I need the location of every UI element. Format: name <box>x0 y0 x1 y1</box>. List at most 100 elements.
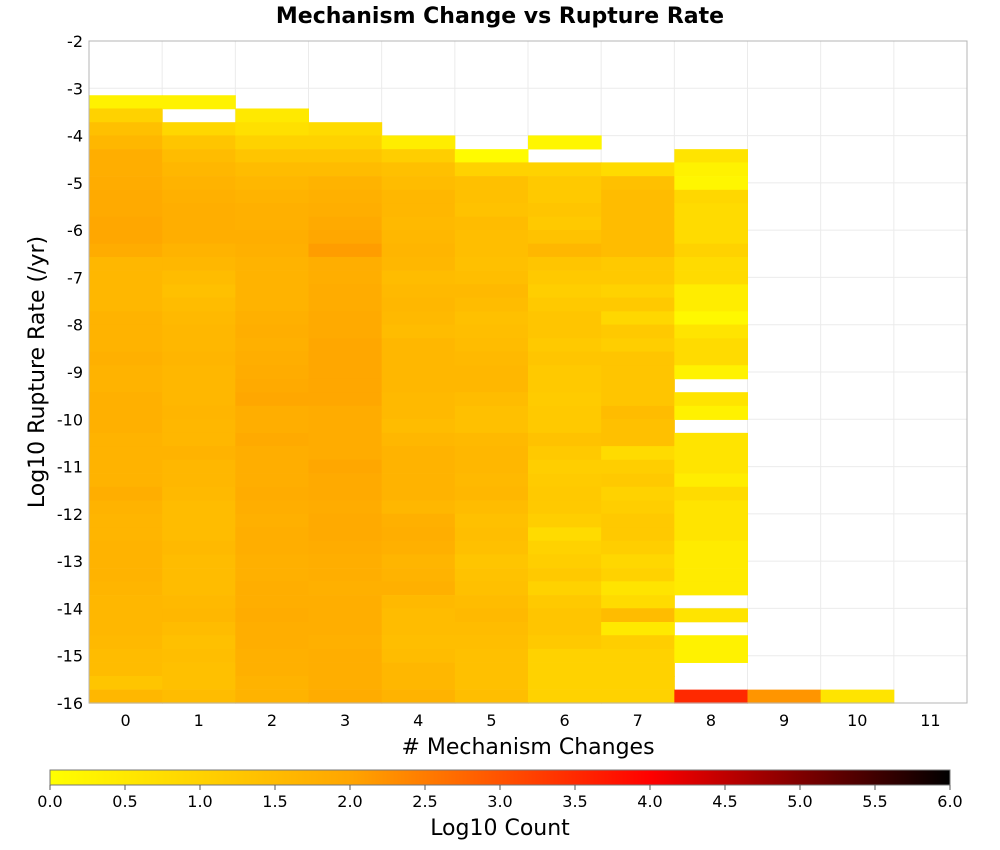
heatmap-cell <box>162 459 236 474</box>
heatmap-cell <box>381 459 456 474</box>
heatmap-cell <box>89 176 163 191</box>
heatmap-cell <box>89 311 163 326</box>
heatmap-cell <box>235 392 309 407</box>
heatmap-cell <box>162 608 236 623</box>
heatmap-cell <box>162 595 236 610</box>
heatmap-cell <box>528 527 602 542</box>
heatmap-cell <box>381 189 456 204</box>
heatmap-cell <box>674 284 748 299</box>
heatmap-cell <box>528 176 602 191</box>
heatmap-cell <box>381 256 456 271</box>
heatmap-cell <box>528 311 602 326</box>
heatmap-cell <box>381 513 456 528</box>
heatmap-cell <box>162 243 236 258</box>
x-tick-label: 9 <box>779 711 789 730</box>
heatmap-cell <box>89 297 163 312</box>
heatmap-cell <box>235 216 309 231</box>
colorbar-tick-label: 3.0 <box>487 792 512 811</box>
heatmap-cell <box>162 270 236 285</box>
heatmap-cell <box>162 176 236 191</box>
heatmap-cell <box>601 162 675 177</box>
heatmap-cell <box>235 365 309 380</box>
heatmap-cell <box>674 189 748 204</box>
heatmap-cell <box>162 432 236 447</box>
heatmap-cell <box>162 230 236 245</box>
heatmap-cell <box>381 554 456 569</box>
heatmap-cell <box>162 675 236 690</box>
heatmap-cell <box>601 595 675 610</box>
x-tick-label: 5 <box>486 711 496 730</box>
colorbar-label: Log10 Count <box>430 816 570 841</box>
heatmap-cell <box>89 256 163 271</box>
heatmap-cell <box>381 432 456 447</box>
heatmap-cell <box>89 338 163 353</box>
heatmap-cell <box>89 216 163 231</box>
heatmap-cell <box>162 419 236 434</box>
heatmap-cell <box>381 419 456 434</box>
heatmap-cell <box>601 378 675 393</box>
heatmap-cell <box>601 297 675 312</box>
heatmap-cell <box>89 108 163 123</box>
heatmap-cell <box>89 608 163 623</box>
heatmap-cell <box>162 621 236 637</box>
x-tick-label: 6 <box>559 711 569 730</box>
heatmap-cell <box>528 540 602 555</box>
heatmap-cell <box>235 203 309 218</box>
heatmap-cell <box>89 675 163 690</box>
heatmap-cell <box>308 338 383 353</box>
heatmap-cell <box>308 581 383 596</box>
heatmap-cell <box>528 446 602 461</box>
heatmap-cell <box>308 446 383 461</box>
heatmap-cell <box>454 162 529 177</box>
heatmap-cell <box>381 230 456 245</box>
heatmap-cell <box>528 216 602 231</box>
colorbar-ticks: 0.0 0.5 1.0 1.5 2.0 2.5 3.0 3.5 4.0 4.5 5.0 5.5 6.0 <box>37 785 963 811</box>
heatmap-cell <box>308 459 383 474</box>
heatmap-cell <box>454 405 529 420</box>
heatmap-cell <box>601 581 675 596</box>
heatmap-cell <box>601 689 675 704</box>
heatmap-cell <box>89 243 163 258</box>
heatmap-cell <box>528 135 602 150</box>
heatmap-cell <box>89 95 163 110</box>
heatmap-cell <box>454 189 529 204</box>
heatmap-cell <box>89 270 163 285</box>
heatmap-cell <box>381 311 456 326</box>
heatmap-cell <box>235 419 309 434</box>
chart-title: Mechanism Change vs Rupture Rate <box>276 4 724 29</box>
heatmap-cell <box>381 135 456 150</box>
heatmap-cell <box>674 176 748 191</box>
heatmap-cell <box>674 256 748 271</box>
heatmap-cell <box>601 486 675 501</box>
heatmap-cell <box>89 419 163 434</box>
heatmap-cell <box>308 270 383 285</box>
heatmap-cell <box>601 513 675 528</box>
heatmap-cell <box>454 176 529 191</box>
colorbar-tick-label: 6.0 <box>937 792 962 811</box>
x-tick-label: 3 <box>340 711 350 730</box>
heatmap-cell <box>528 419 602 434</box>
heatmap-cell <box>454 608 529 623</box>
heatmap-cell <box>308 608 383 623</box>
heatmap-cell <box>162 689 236 704</box>
heatmap-cell <box>235 270 309 285</box>
x-tick-label: 4 <box>413 711 423 730</box>
heatmap-cell <box>454 527 529 542</box>
heatmap-cell <box>454 459 529 474</box>
heatmap-cell <box>162 122 236 137</box>
heatmap-cell <box>381 473 456 488</box>
heatmap-cell <box>235 176 309 191</box>
heatmap-cell <box>528 500 602 515</box>
heatmap-cell <box>308 527 383 542</box>
heatmap-cell <box>674 270 748 285</box>
heatmap-cell <box>674 689 748 704</box>
heatmap-cell <box>162 581 236 596</box>
heatmap-cell <box>601 365 675 380</box>
heatmap-cell <box>674 432 748 447</box>
heatmap-cell <box>308 486 383 501</box>
heatmap-cell <box>308 284 383 299</box>
heatmap-cell <box>381 621 456 637</box>
heatmap-cell <box>235 554 309 569</box>
heatmap-cell <box>381 392 456 407</box>
heatmap-cell <box>601 270 675 285</box>
